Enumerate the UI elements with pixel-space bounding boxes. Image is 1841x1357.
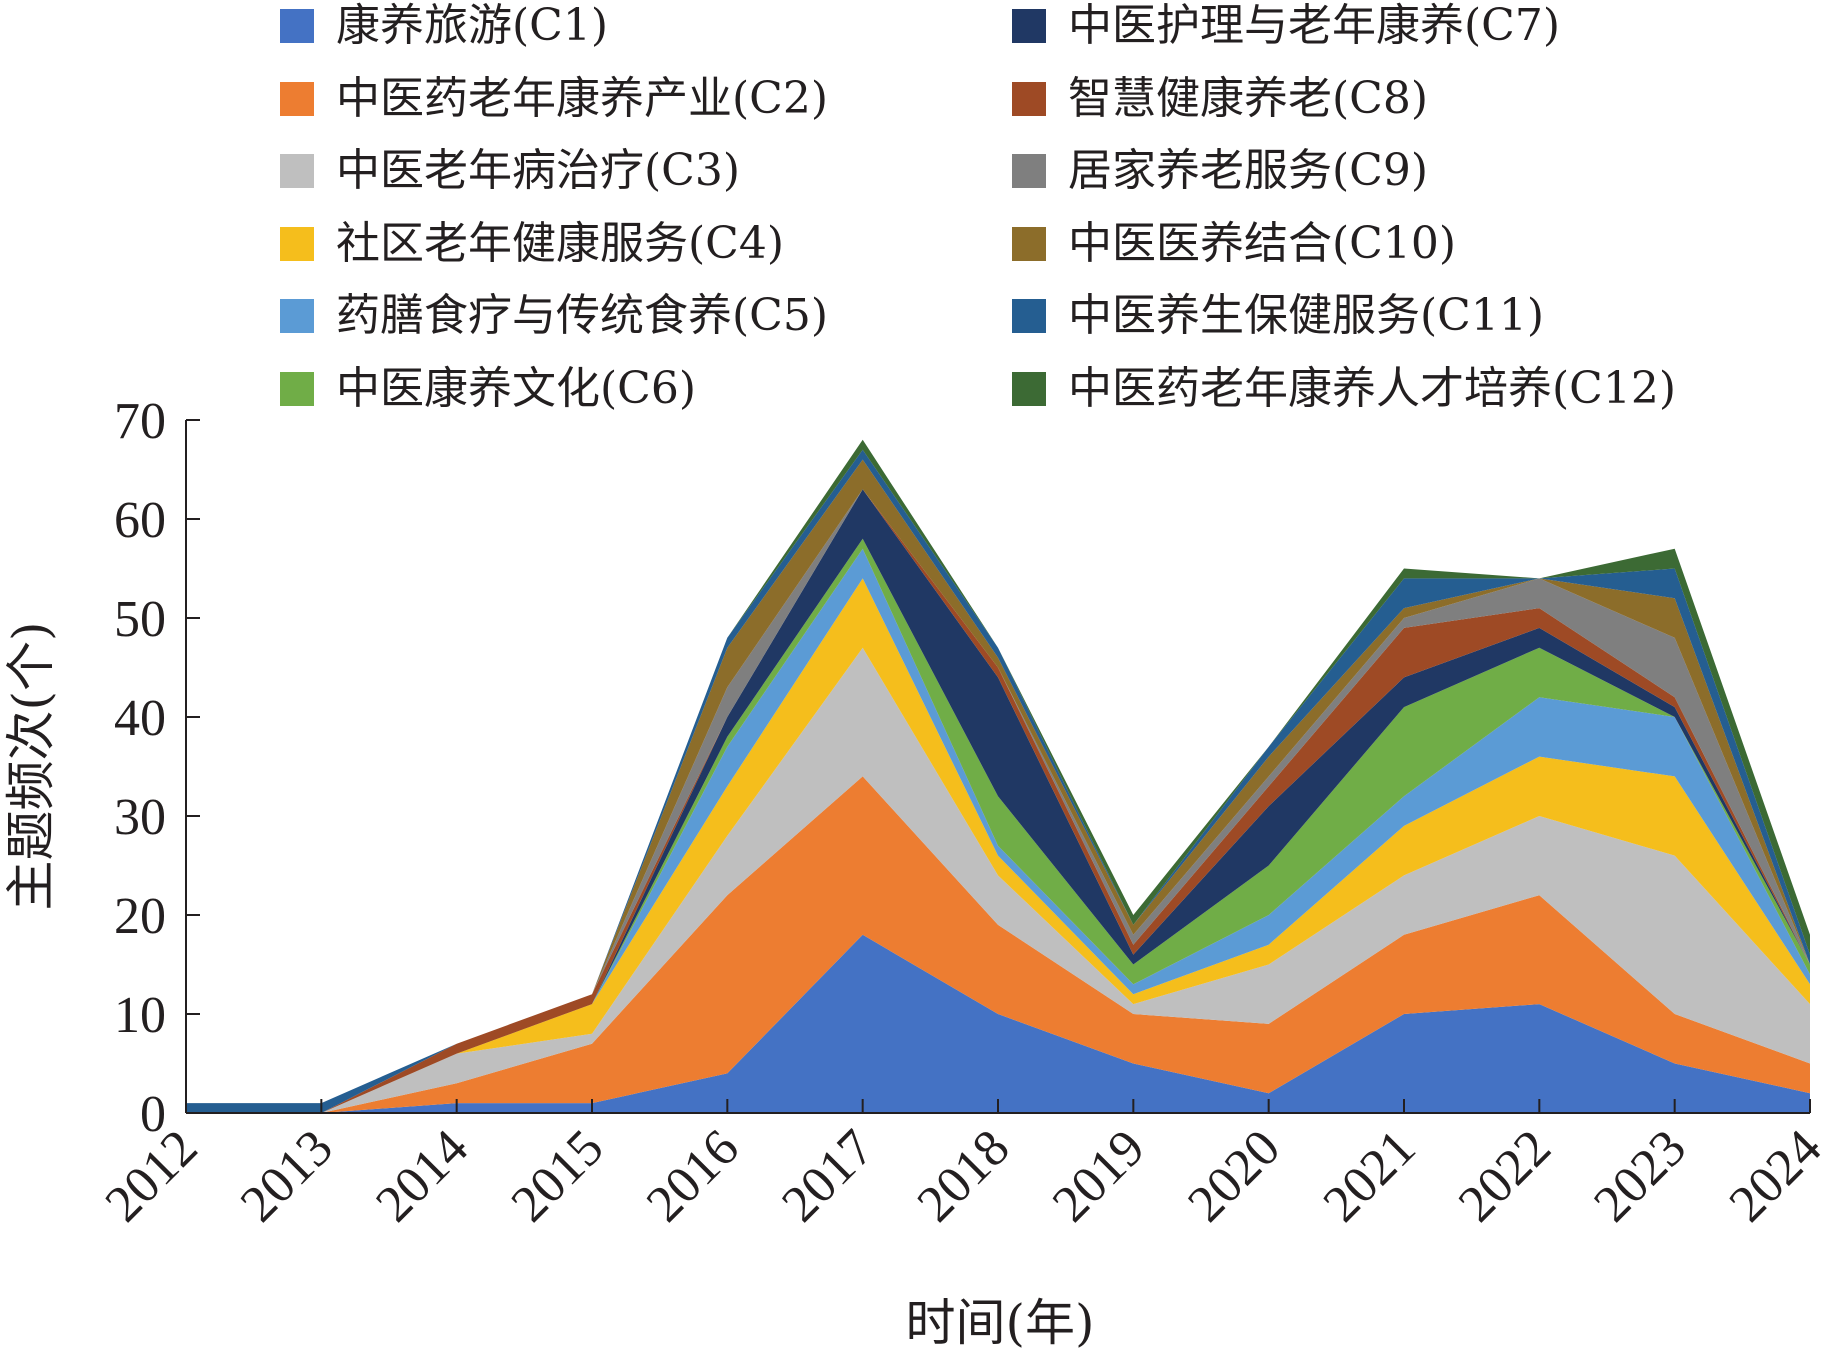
y-axis-title: 主题频次(个) (2, 621, 60, 910)
legend-swatch (280, 226, 314, 261)
legend-swatch (1012, 226, 1046, 261)
area-series-c3 (186, 647, 1810, 1113)
x-tick-group: 2012 2013 2014 2015 2016 2017 2018 2019 2020 2021… (95, 1099, 1833, 1233)
legend-item-c10: 中医医养结合(C10) (1012, 214, 1456, 274)
x-tick-label: 2021 (1313, 1119, 1427, 1233)
x-tick-label: 2024 (1719, 1119, 1833, 1233)
legend-item-c3: 中医老年病治疗(C3) (280, 141, 740, 201)
legend-swatch (280, 299, 314, 333)
y-tick-label: 70 (114, 393, 166, 450)
legend-label: 中医康养文化(C6) (336, 362, 696, 414)
legend-label: 中医护理与老年康养(C7) (1068, 0, 1560, 51)
legend-swatch (1012, 154, 1046, 188)
x-tick-label: 2012 (95, 1119, 209, 1233)
legend-swatch (1012, 299, 1046, 333)
area-series-group (186, 439, 1810, 1114)
area-series-c1 (186, 934, 1810, 1113)
y-tick-label: 60 (114, 492, 166, 549)
legend-item-c5: 药膳食疗与传统食养(C5) (280, 286, 828, 346)
legend-label: 中医老年病治疗(C3) (336, 145, 740, 196)
x-axis-title: 时间(年) (905, 1294, 1094, 1352)
legend-label: 智慧健康养老(C8) (1068, 72, 1428, 124)
y-tick-label: 30 (114, 789, 166, 846)
area-series-c6 (186, 538, 1810, 1113)
y-tick-label: 20 (114, 888, 166, 945)
x-tick-label: 2016 (636, 1119, 750, 1233)
legend-item-c11: 中医养生保健服务(C11) (1012, 286, 1544, 346)
legend-item-c9: 居家养老服务(C9) (1012, 141, 1428, 201)
legend-swatch (1012, 371, 1046, 406)
x-tick-label: 2020 (1177, 1119, 1291, 1233)
legend-swatch (280, 9, 314, 43)
x-tick-label: 2014 (365, 1119, 479, 1233)
chart-legend: 康养旅游(C1) 中医药老年康养产业(C2) 中医老年病治疗(C3) 社区老年健康服务… (0, 0, 1841, 420)
x-tick-label: 2015 (501, 1119, 615, 1233)
area-series-c8 (186, 489, 1810, 1113)
legend-label: 中医医养结合(C10) (1068, 217, 1456, 269)
legend-item-c8: 智慧健康养老(C8) (1012, 69, 1428, 129)
x-tick-label: 2017 (771, 1119, 885, 1233)
legend-swatch (1012, 81, 1046, 116)
x-tick-label: 2018 (907, 1119, 1021, 1233)
x-tick-label: 2022 (1448, 1119, 1562, 1233)
y-tick-label: 0 (140, 1086, 166, 1143)
legend-swatch (280, 371, 314, 406)
legend-swatch (280, 154, 314, 188)
area-series-c2 (186, 776, 1810, 1113)
y-tick-label: 10 (114, 987, 166, 1044)
x-tick-label: 2023 (1583, 1119, 1697, 1233)
legend-label: 中医养生保健服务(C11) (1068, 290, 1544, 341)
legend-item-c2: 中医药老年康养产业(C2) (280, 69, 828, 129)
y-tick-group: 0 10 20 30 40 50 60 70 (114, 393, 200, 1143)
legend-label: 药膳食疗与传统食养(C5) (336, 290, 828, 341)
legend-swatch (1012, 9, 1046, 43)
legend-label: 中医药老年康养人才培养(C12) (1068, 362, 1676, 414)
legend-item-c7: 中医护理与老年康养(C7) (1012, 0, 1560, 56)
legend-item-c1: 康养旅游(C1) (280, 0, 608, 56)
legend-item-c12: 中医药老年康养人才培养(C12) (1012, 359, 1676, 419)
x-tick-label: 2013 (230, 1119, 344, 1233)
legend-item-c6: 中医康养文化(C6) (280, 359, 696, 419)
legend-label: 社区老年健康服务(C4) (336, 217, 784, 269)
y-tick-label: 50 (114, 591, 166, 648)
y-tick-label: 40 (114, 690, 166, 747)
legend-label: 居家养老服务(C9) (1068, 145, 1428, 196)
x-tick-label: 2019 (1042, 1119, 1156, 1233)
legend-swatch (280, 81, 314, 116)
legend-label: 中医药老年康养产业(C2) (336, 72, 828, 124)
legend-item-c4: 社区老年健康服务(C4) (280, 214, 784, 274)
legend-label: 康养旅游(C1) (336, 0, 608, 51)
